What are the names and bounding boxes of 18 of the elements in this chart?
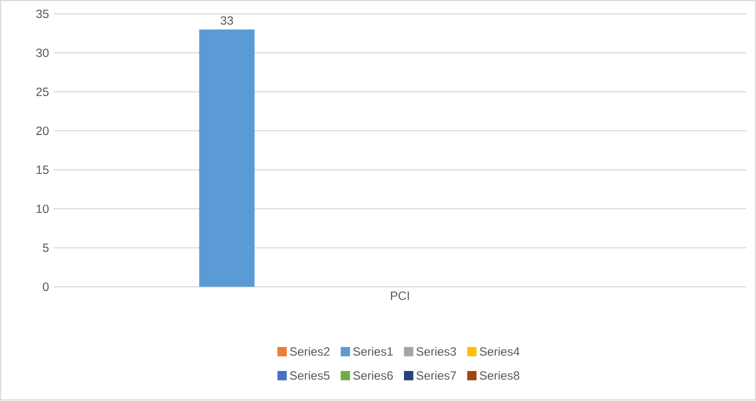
y-tick-label: 35 <box>36 10 49 18</box>
y-tick-label: 15 <box>36 166 49 174</box>
x-tick-label: PCI <box>390 292 409 300</box>
legend-label: Series3 <box>416 347 456 356</box>
legend-label: Series4 <box>480 347 520 356</box>
y-tick-label: 20 <box>36 126 49 136</box>
legend-label: Series7 <box>416 371 456 380</box>
legend-label: Series2 <box>290 347 330 356</box>
y-tick-label: 30 <box>36 48 49 58</box>
y-tick-label: 10 <box>36 204 49 214</box>
legend-label: Series5 <box>290 371 330 380</box>
y-tick-label: 5 <box>42 244 49 252</box>
y-tick-label: 25 <box>36 88 49 96</box>
legend-label: Series6 <box>353 371 393 380</box>
data-label: 33 <box>220 16 234 25</box>
legend-label: Series1 <box>353 347 393 356</box>
y-tick-label: 0 <box>42 282 49 292</box>
legend-label: Series8 <box>480 371 520 380</box>
